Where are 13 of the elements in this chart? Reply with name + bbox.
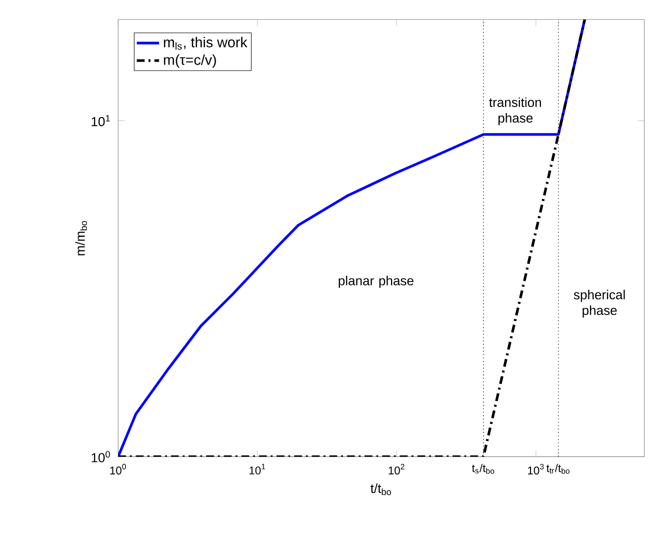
x-tick-label: 10$^{1}$ [250,464,266,474]
x-tick-label: 10$^{2}$ [388,464,404,474]
legend-label: m(τ=c/v) [164,54,216,68]
y-axis-title: m/m$_{bo}$ [75,221,87,256]
x-tick-label: 10$^{3}$ [528,464,544,474]
legend-label: m$_{ls}$, this work [164,36,248,50]
x-axis-title: t/t$_{bo}$ [370,483,392,496]
annotation: spherical phase [574,290,625,318]
annotation: transition phase [489,97,541,126]
x-tick-label: 10$^{0}$ [110,464,126,474]
x-tick-label: t$_{tr}$/t$_{bo}$ [546,464,570,474]
x-tick-label: t$_{s}$/t$_{bo}$ [472,464,494,474]
annotation: planar phase [338,276,414,288]
